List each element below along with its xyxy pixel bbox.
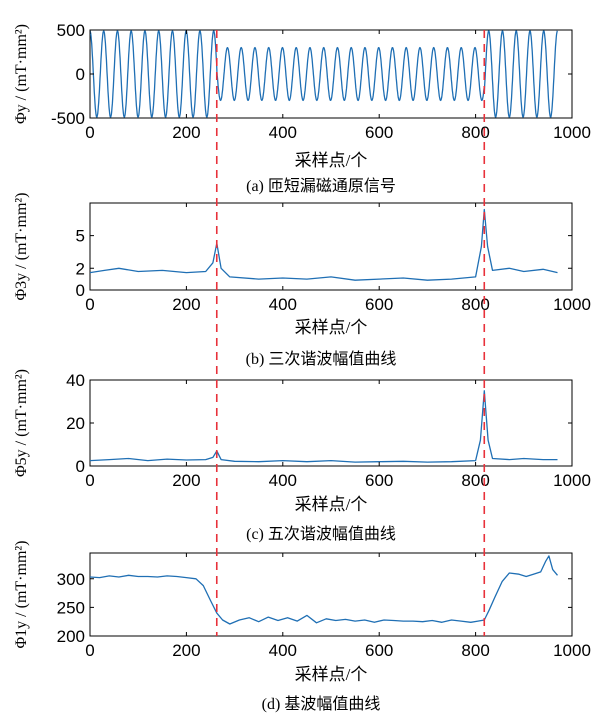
y-tick-label: 0 <box>76 65 85 84</box>
x-tick-label: 600 <box>365 641 393 660</box>
x-tick-label: 0 <box>85 123 94 142</box>
y-axis-label: Φy / (mT·mm²) <box>13 24 30 124</box>
y-tick-label: 20 <box>66 414 85 433</box>
x-axis-label: 采样点/个 <box>295 665 368 684</box>
y-tick-label: 0 <box>76 457 85 476</box>
y-tick-label: 5 <box>76 227 85 246</box>
x-tick-label: 0 <box>85 471 94 490</box>
x-tick-label: 400 <box>269 641 297 660</box>
x-axis-label: 采样点/个 <box>295 318 368 337</box>
x-tick-label: 400 <box>269 123 297 142</box>
series-line <box>89 390 558 463</box>
panel-caption: (d) 基波幅值曲线 <box>262 695 381 713</box>
x-tick-label: 1000 <box>553 471 591 490</box>
panel-c: 0 200 400 600 800 1000 0 20 40 采样点/个 Φ5y / (mT·mm²… <box>13 369 591 543</box>
x-tick-label: 0 <box>85 641 94 660</box>
x-tick-label: 600 <box>365 471 393 490</box>
panel-caption: (b) 三次谐波幅值曲线 <box>246 350 397 368</box>
y-axis-label: Φ5y / (mT·mm²) <box>13 369 30 477</box>
x-tick-label: 800 <box>461 471 489 490</box>
y-tick-label: 500 <box>57 21 85 40</box>
x-axis-label: 采样点/个 <box>295 151 368 170</box>
y-axis-label: Φ1y / (mT·mm²) <box>13 540 30 648</box>
fault-marker-lines <box>215 30 486 636</box>
y-tick-label: 200 <box>57 627 85 646</box>
series-line <box>89 208 558 281</box>
x-tick-label: 200 <box>172 471 200 490</box>
x-tick-label: 400 <box>269 471 297 490</box>
x-tick-label: 600 <box>365 295 393 314</box>
x-tick-label: 400 <box>269 295 297 314</box>
x-tick-label: 1000 <box>553 295 591 314</box>
y-tick-label: 0 <box>76 281 85 300</box>
x-axis-label: 采样点/个 <box>295 495 368 514</box>
y-tick-label: 250 <box>57 598 85 617</box>
series-line <box>89 30 558 118</box>
x-tick-label: 200 <box>172 641 200 660</box>
x-tick-label: 200 <box>172 123 200 142</box>
panel-caption: (c) 五次谐波幅值曲线 <box>246 525 396 543</box>
series-line <box>89 555 558 625</box>
x-tick-label: 800 <box>461 123 489 142</box>
y-tick-label: 2 <box>76 259 85 278</box>
y-tick-label: 40 <box>66 371 85 390</box>
panel-caption: (a) 匝短漏磁通原信号 <box>246 177 396 195</box>
x-tick-label: 1000 <box>553 123 591 142</box>
x-tick-label: 0 <box>85 295 94 314</box>
x-tick-label: 800 <box>461 641 489 660</box>
x-tick-label: 600 <box>365 123 393 142</box>
x-tick-label: 800 <box>461 295 489 314</box>
y-tick-label: -500 <box>51 109 85 128</box>
y-tick-label: 300 <box>57 570 85 589</box>
x-tick-label: 1000 <box>553 641 591 660</box>
plot-frame <box>89 202 573 291</box>
plot-frame <box>89 552 573 637</box>
plot-frame <box>89 379 573 467</box>
y-axis-label: Φ3y / (mT·mm²) <box>13 192 30 300</box>
x-tick-label: 200 <box>172 295 200 314</box>
